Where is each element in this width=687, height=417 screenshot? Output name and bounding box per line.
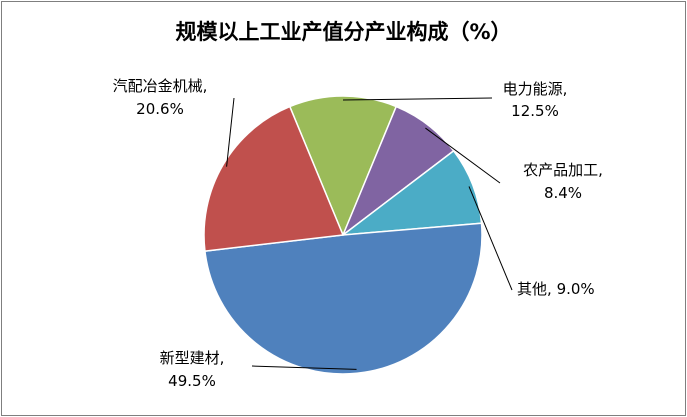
leader-lines xyxy=(226,97,513,370)
pie-slices xyxy=(203,95,483,375)
pie-slice-other xyxy=(340,149,483,236)
label-sep-agri-processing: , xyxy=(598,161,603,179)
svg-text:汽配冶金机械,: 汽配冶金机械, xyxy=(113,77,208,95)
label-name-auto-metallurgy-machinery: 汽配冶金机械 xyxy=(113,77,203,95)
label-name-electric-energy: 电力能源 xyxy=(503,80,563,98)
label-sep-electric-energy: , xyxy=(563,80,568,98)
slice-labels: 电力能源, 12.5% 农产品加工, 8.4% 其他, 9.0% 新型建材, 4… xyxy=(113,77,603,390)
label-sep-other: , xyxy=(547,280,557,298)
leader-line-electric-energy xyxy=(342,97,493,101)
label-sep-auto-metallurgy-machinery: , xyxy=(203,77,208,95)
label-value-new-building-materials: 49.5% xyxy=(168,372,216,390)
svg-text:其他, 9.0%: 其他, 9.0% xyxy=(517,280,595,298)
pie-slice-new-building-materials xyxy=(204,222,483,375)
svg-text:新型建材,: 新型建材, xyxy=(160,349,225,367)
chart-title: 规模以上工业产值分产业构成（%） xyxy=(175,20,512,44)
label-name-agri-processing: 农产品加工 xyxy=(523,161,598,179)
leader-line-other xyxy=(468,186,513,291)
label-name-other: 其他 xyxy=(517,280,547,298)
pie-slice-electric-energy xyxy=(288,95,398,237)
leader-line-auto-metallurgy-machinery xyxy=(226,97,235,167)
leader-line-agri-processing xyxy=(425,127,501,184)
label-value-auto-metallurgy-machinery: 20.6% xyxy=(136,100,184,118)
leader-line-new-building-materials xyxy=(251,365,357,370)
label-value-electric-energy: 12.5% xyxy=(511,102,559,120)
label-value-other: 9.0% xyxy=(557,280,595,298)
svg-text:农产品加工,: 农产品加工, xyxy=(523,161,603,179)
pie-slice-auto-metallurgy-machinery xyxy=(203,105,345,252)
label-value-agri-processing: 8.4% xyxy=(544,184,582,202)
label-name-new-building-materials: 新型建材 xyxy=(160,349,220,367)
svg-text:电力能源,: 电力能源, xyxy=(503,80,568,98)
label-sep-new-building-materials: , xyxy=(220,349,225,367)
